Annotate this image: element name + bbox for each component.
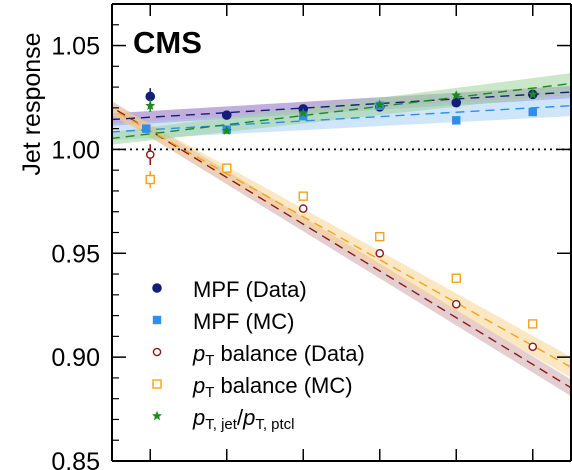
point-0-0	[145, 91, 156, 102]
legend-subscript: T, ptcl	[255, 416, 294, 433]
point-2-5	[528, 342, 538, 352]
point-0-1	[221, 110, 232, 120]
legend-subscript: T, jet	[205, 416, 238, 433]
point-4-1	[221, 125, 232, 135]
legend: MPF (Data)MPF (MC)pT balance (Data)pT ba…	[152, 277, 365, 433]
point-3-2	[298, 191, 308, 201]
legend-subscript: T	[205, 352, 214, 369]
legend-label-2: pT balance (Data)	[192, 341, 365, 369]
y-tick-label-4: 1.05	[51, 33, 100, 61]
legend-label-4: pT, jet/pT, ptcl	[192, 405, 295, 433]
point-2-3	[375, 248, 385, 258]
point-1-0	[142, 124, 151, 133]
legend-rest: /	[237, 405, 244, 430]
point-3-1	[222, 163, 232, 173]
y-tick-label-1: 0.90	[51, 344, 100, 372]
y-tick-label-2: 0.95	[51, 240, 100, 268]
legend-label-3: pT balance (MC)	[192, 373, 353, 401]
fit-lines	[112, 82, 571, 389]
legend-marker-0	[152, 283, 162, 293]
fit-line-3	[112, 108, 571, 369]
point-2-0	[145, 150, 155, 159]
fit-line-0	[112, 91, 571, 121]
point-1-5	[528, 107, 537, 117]
fit-line-1	[112, 104, 571, 133]
y-axis-title: Jet response	[18, 32, 46, 175]
point-2-2	[298, 204, 308, 213]
point-2-4	[451, 299, 461, 309]
legend-marker-3	[152, 379, 162, 389]
point-3-3	[375, 231, 385, 242]
point-1-2	[299, 111, 308, 121]
y-axis-ticks: 0.85 0.90 0.95 1.00 1.05	[51, 24, 571, 470]
data-points	[142, 88, 538, 352]
fit-line-4	[112, 82, 571, 140]
legend-label-1: MPF (MC)	[193, 309, 294, 334]
point-4-5	[527, 89, 538, 99]
point-3-5	[528, 319, 538, 329]
legend-marker-4	[152, 410, 162, 421]
legend-text: MPF (Data)	[193, 277, 307, 302]
point-4-3	[374, 99, 385, 109]
point-4-2	[298, 107, 309, 118]
point-4-4	[451, 90, 462, 100]
legend-p: p	[242, 405, 255, 430]
legend-p: p	[192, 373, 205, 398]
point-0-4	[451, 97, 462, 108]
fit-bands	[112, 73, 571, 397]
point-4-0	[145, 100, 156, 110]
point-3-0	[145, 174, 155, 185]
point-1-4	[452, 116, 461, 125]
y-tick-label-3: 1.00	[51, 136, 100, 164]
legend-p: p	[192, 405, 205, 430]
legend-text: MPF (MC)	[193, 309, 294, 334]
legend-label-0: MPF (Data)	[193, 277, 307, 302]
legend-rest: balance (MC)	[214, 373, 352, 398]
legend-p: p	[192, 341, 205, 366]
point-3-4	[451, 273, 461, 283]
y-tick-label-0: 0.85	[51, 448, 100, 470]
legend-rest: balance (Data)	[214, 341, 364, 366]
legend-marker-2	[152, 347, 162, 357]
legend-marker-1	[152, 315, 162, 325]
cms-label: CMS	[133, 25, 202, 60]
legend-subscript: T	[205, 384, 214, 401]
